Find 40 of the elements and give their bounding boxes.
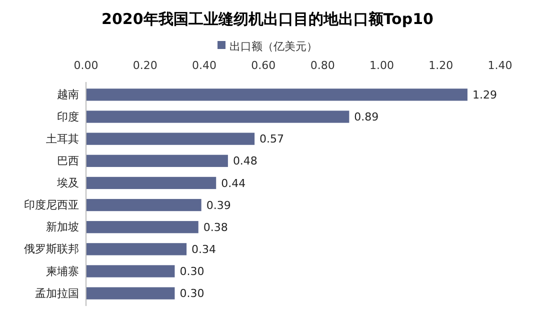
- bar: [86, 154, 228, 167]
- y-tick-label: 土耳其: [46, 132, 79, 146]
- data-label: 0.48: [232, 154, 258, 168]
- legend-label: 出口额（亿美元）: [230, 40, 318, 53]
- y-tick-label: 俄罗斯联邦: [24, 242, 79, 256]
- data-label: 0.44: [221, 176, 246, 190]
- data-label: 0.30: [180, 265, 204, 278]
- bar: [86, 221, 198, 234]
- x-tick-label: 1.00: [369, 59, 394, 72]
- bar: [86, 110, 350, 123]
- y-tick-label: 埃及: [56, 176, 79, 190]
- data-label: 0.89: [354, 110, 379, 124]
- bar: [86, 132, 255, 145]
- x-tick-label: 0.20: [132, 59, 158, 72]
- bar: [86, 287, 175, 300]
- data-label: 0.30: [180, 287, 204, 300]
- data-label: 0.38: [203, 220, 228, 234]
- y-tick-label: 印度: [57, 110, 79, 124]
- x-tick-label: 0.00: [74, 59, 98, 72]
- bar: [86, 265, 175, 278]
- bar: [86, 198, 202, 212]
- bar: [86, 88, 468, 101]
- x-tick-label: 0.80: [310, 59, 335, 72]
- y-tick-label: 巴西: [57, 154, 79, 168]
- y-tick-label: 柬埔寨: [46, 264, 79, 278]
- data-label: 1.29: [472, 88, 497, 102]
- x-tick-label: 0.60: [251, 59, 276, 72]
- bar: [86, 243, 187, 256]
- data-label: 0.57: [260, 132, 284, 146]
- y-tick-label: 印度尼西亚: [24, 198, 79, 212]
- x-tick-label: 1.40: [488, 59, 512, 72]
- x-tick-label: 1.20: [428, 59, 454, 72]
- chart-title: 2020年我国工业缝纫机出口目的地出口额Top10: [102, 10, 434, 28]
- y-tick-label: 越南: [57, 88, 79, 102]
- y-tick-label: 新加坡: [46, 220, 79, 234]
- y-tick-label: 孟加拉国: [35, 286, 79, 300]
- bar: [86, 176, 216, 190]
- x-tick-label: 0.40: [192, 59, 217, 72]
- data-label: 0.34: [192, 243, 216, 256]
- data-label: 0.39: [206, 198, 231, 212]
